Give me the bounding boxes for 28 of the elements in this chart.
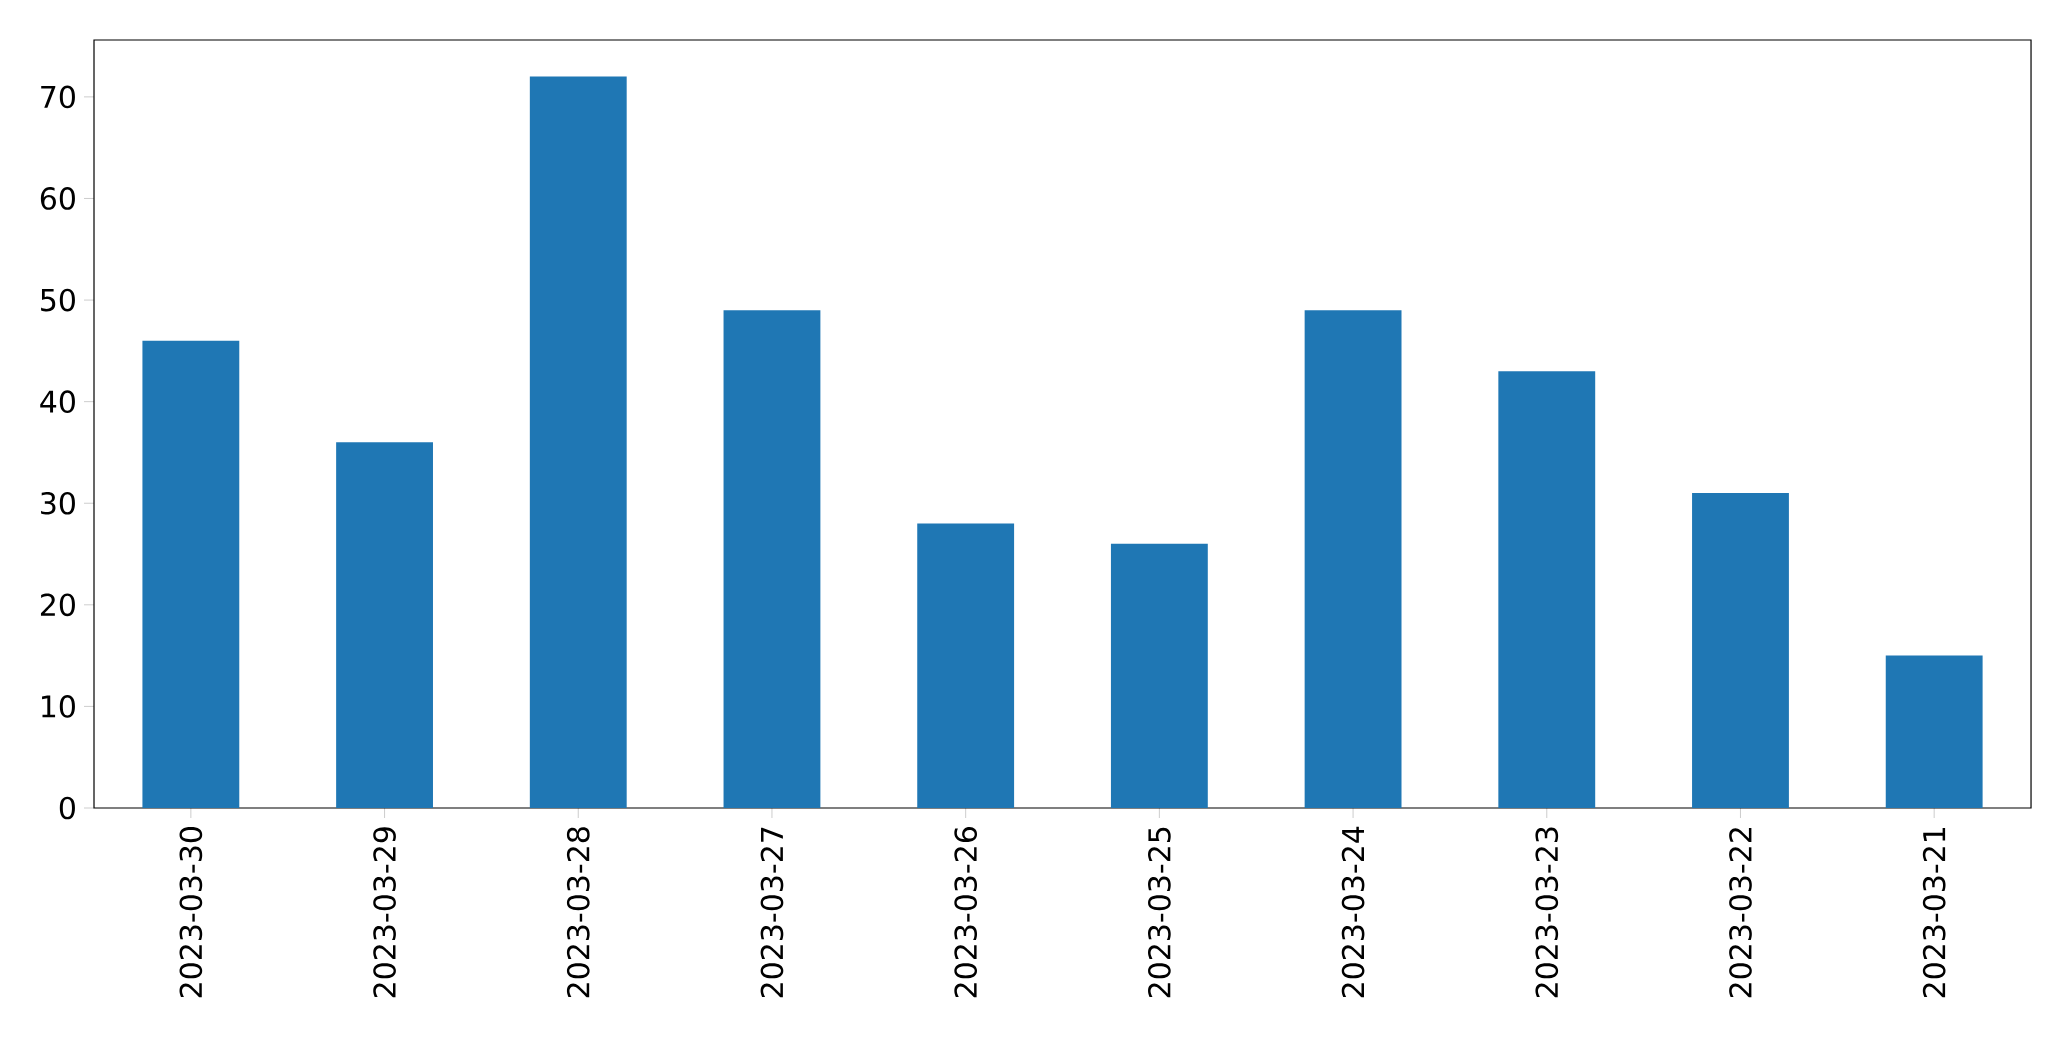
bar bbox=[1110, 543, 1208, 808]
x-tick-label: 2023-03-24 bbox=[1341, 826, 1365, 998]
bar bbox=[336, 442, 433, 808]
y-tick-label: 60 bbox=[40, 187, 75, 210]
y-tick-label: 20 bbox=[40, 593, 75, 617]
x-tick-label: 2023-03-22 bbox=[1729, 828, 1752, 998]
bar bbox=[142, 340, 240, 808]
y-tick-label: 30 bbox=[41, 491, 75, 515]
bar bbox=[1885, 655, 1983, 808]
x-tick-label: 2023-03-27 bbox=[760, 827, 784, 998]
x-tick-label: 2023-03-26 bbox=[954, 827, 978, 998]
bar bbox=[529, 76, 627, 808]
y-tick-label: 70 bbox=[41, 85, 75, 109]
x-tick-label: 2023-03-25 bbox=[1148, 827, 1171, 998]
y-tick-label: 40 bbox=[40, 390, 75, 414]
bar bbox=[1692, 493, 1789, 808]
x-tick-label: 2023-03-21 bbox=[1922, 827, 1946, 998]
y-tick-label: 50 bbox=[41, 288, 75, 312]
bar bbox=[1498, 371, 1596, 808]
bar bbox=[917, 523, 1015, 808]
bar bbox=[1304, 310, 1402, 808]
y-tick-label: 10 bbox=[42, 695, 75, 718]
x-tick-label: 2023-03-30 bbox=[179, 827, 203, 998]
x-tick-label: 2023-03-28 bbox=[566, 827, 590, 998]
x-tick-label: 2023-03-29 bbox=[373, 827, 396, 998]
x-tick-label: 2023-03-23 bbox=[1535, 827, 1559, 998]
bar bbox=[723, 310, 821, 808]
y-tick-label: 0 bbox=[59, 796, 75, 820]
